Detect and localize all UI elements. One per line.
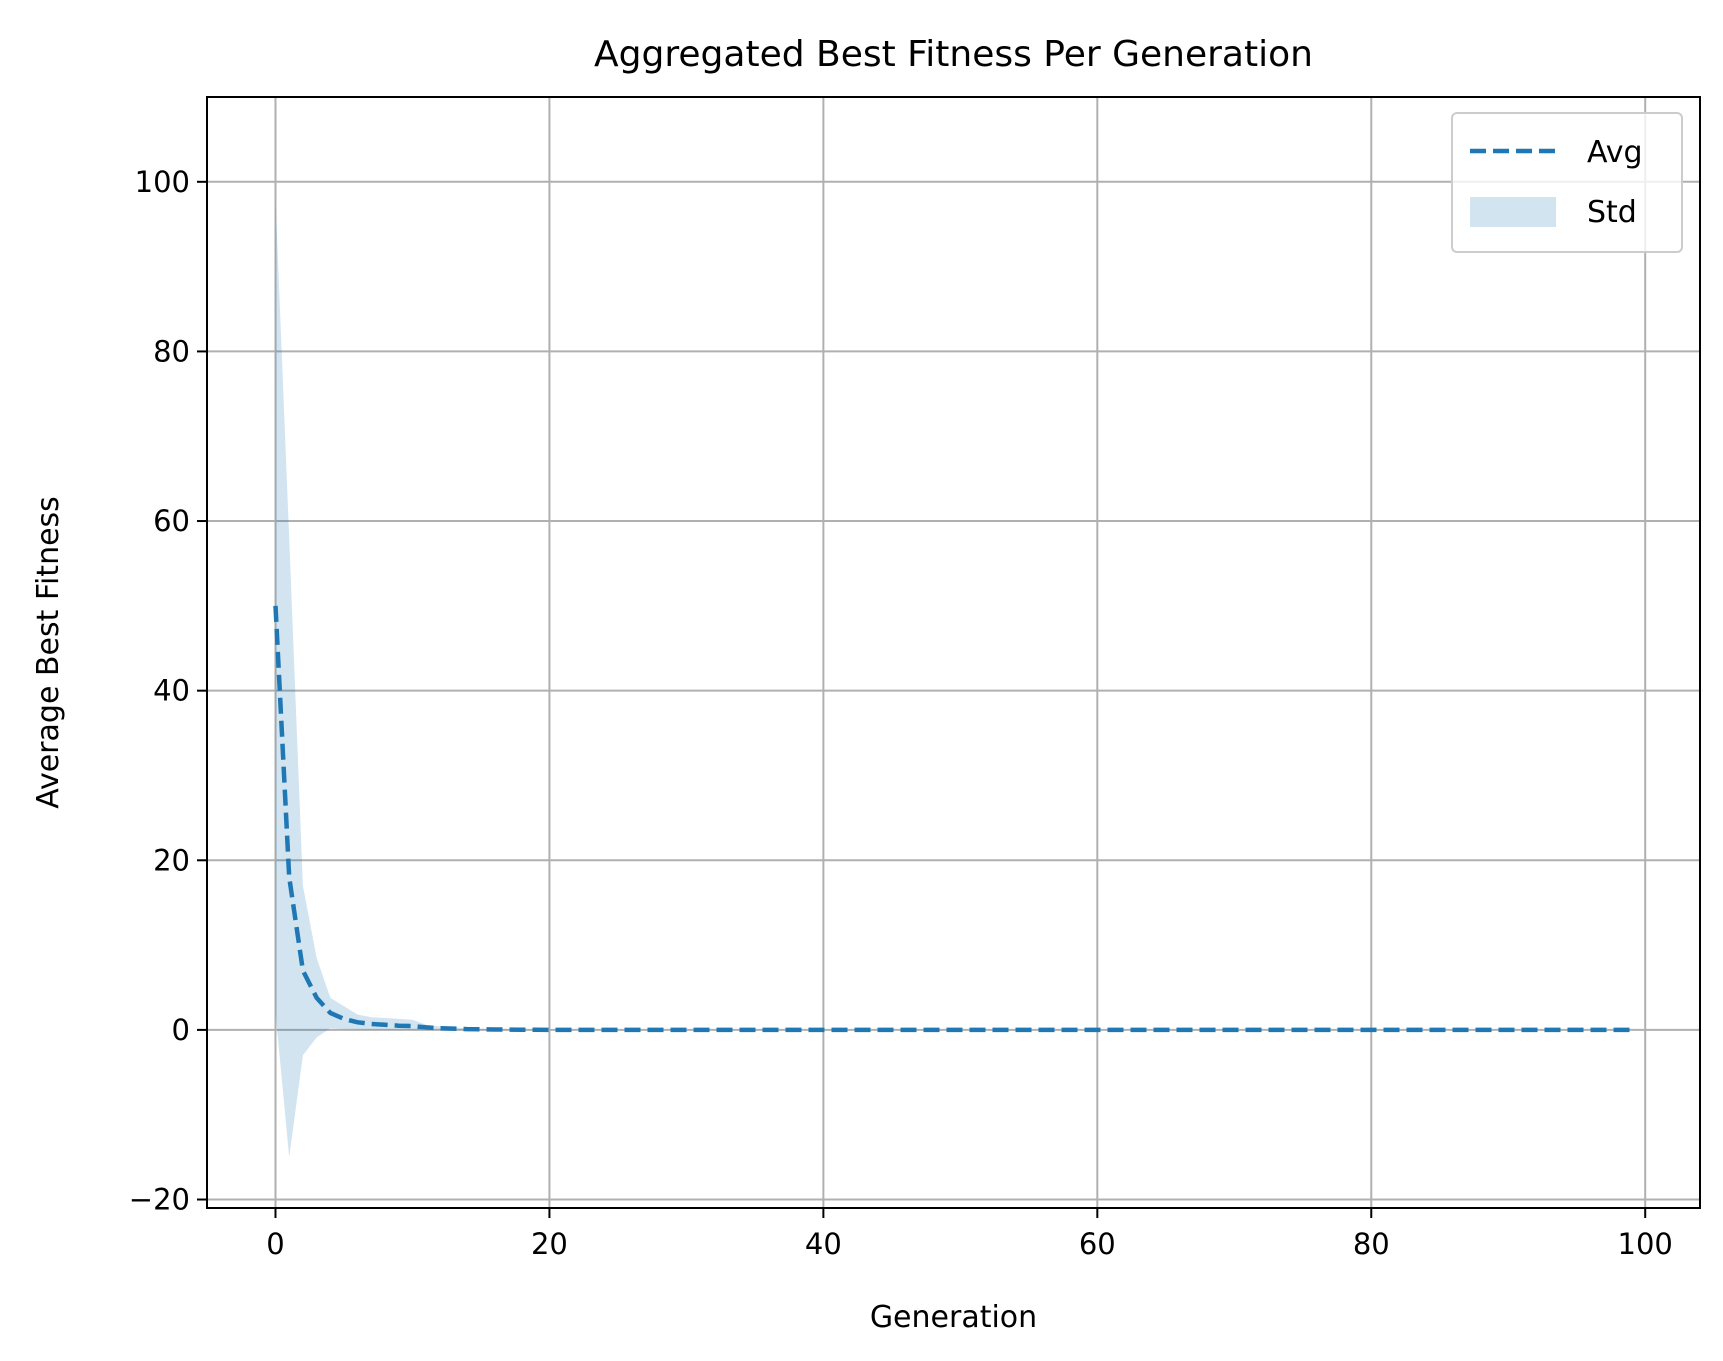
legend-box: [1451, 112, 1683, 253]
y-tick-label: 0: [172, 1013, 190, 1047]
x-tick-label: 100: [1618, 1227, 1673, 1261]
series-layer: [273, 605, 1632, 1033]
x-tick-label: 40: [805, 1227, 842, 1261]
y-tick-label: −20: [129, 1183, 190, 1217]
y-axis-title: Average Best Fitness: [31, 496, 66, 809]
y-tick-label: 20: [153, 843, 190, 877]
y-tick-label: 100: [135, 165, 190, 199]
plot-frame: [206, 96, 1701, 1209]
legend: Avg Std: [1451, 112, 1683, 253]
y-tick-label: 80: [153, 334, 190, 368]
y-axis-ticks: −20 0 20 40 60 80 100: [129, 165, 207, 1217]
x-tick-label: 60: [1079, 1227, 1116, 1261]
series-line-avg: [273, 605, 1632, 1033]
legend-avg-label: Avg: [1587, 135, 1643, 170]
y-tick-label: 60: [153, 504, 190, 538]
legend-std-label: Std: [1587, 195, 1637, 230]
legend-std-swatch: [1470, 197, 1556, 227]
x-axis-title: Generation: [870, 1300, 1037, 1335]
x-axis-ticks: 0 20 40 60 80 100: [266, 1208, 1673, 1261]
x-tick-label: 20: [531, 1227, 568, 1261]
x-tick-label: 80: [1353, 1227, 1390, 1261]
y-tick-label: 40: [153, 674, 190, 708]
x-tick-label: 0: [266, 1227, 284, 1261]
chart-title: Aggregated Best Fitness Per Generation: [594, 34, 1313, 75]
